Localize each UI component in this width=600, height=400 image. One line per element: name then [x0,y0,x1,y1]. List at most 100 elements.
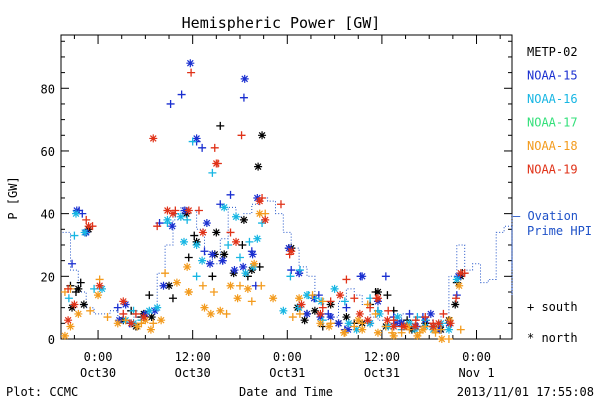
noaa-18-north-point [413,331,422,340]
metp-02-north-point [300,316,309,325]
metp-02-south-point [184,253,193,262]
noaa-18-north-point [295,294,304,303]
noaa-19-south-point [342,275,351,284]
noaa-18-north-point [172,278,181,287]
noaa-19-south-point [326,297,335,306]
noaa-16-north-point [220,203,229,212]
legend-item: METP-02 [527,45,578,59]
noaa-18-north-point [233,294,242,303]
noaa-19-south-point [226,228,235,237]
noaa-19-north-point [363,316,372,325]
noaa-16-north-point [80,228,89,237]
noaa-16-south-point [188,137,197,146]
axes: 0 20 40 60 80 0:00 Oct30 12:00 Oct30 0:00 Oct31 12:… [41,34,513,380]
noaa-16-north-point [444,325,453,334]
noaa-19-north-point [316,309,325,318]
noaa-19-south-point [131,309,140,318]
metp-02-south-point [190,231,199,240]
noaa-16-north-point [303,291,311,300]
noaa-18-north-point [358,325,367,334]
noaa-18-south-point [198,281,207,290]
noaa-19-north-point [446,319,455,328]
noaa-18-north-point [66,322,75,331]
noaa-18-south-point [247,297,256,306]
noaa-19-south-point [119,309,128,318]
metp-02-north-point [220,250,229,259]
noaa-15-north-point [248,250,257,259]
noaa-18-north-point [157,316,166,325]
noaa-19-south-point [237,131,246,140]
noaa-15-north-point [186,59,195,68]
noaa-18-south-point [103,313,112,322]
noaa-16-south-point [208,168,217,177]
noaa-18-north-point [74,309,83,318]
noaa-15-north-point [218,256,227,265]
noaa-18-south-point [235,281,244,290]
y-tick-label: 0 [48,333,55,347]
noaa-15-south-point [68,259,77,268]
noaa-18-south-point [222,309,231,318]
noaa-16-south-point [90,284,99,293]
y-axis-label: P [GW] [6,176,20,219]
noaa-18-north-point [183,262,192,271]
noaa-19-south-point [194,206,203,215]
noaa-18-south-point [121,316,130,325]
noaa-18-north-point [325,322,334,331]
noaa-15-north-point [326,313,335,322]
noaa-19-north-point [411,322,420,331]
noaa-18-north-point [389,331,398,340]
metp-02-south-point [208,272,217,281]
noaa-15-north-point [208,250,217,259]
timestamp: 2013/11/01 17:55:08 [457,385,594,399]
metp-02-north-point [258,131,267,140]
noaa-16-south-point [183,215,192,224]
noaa-15-north-point [344,325,352,334]
noaa-19-south-point [384,306,393,315]
metp-02-south-point [168,294,177,303]
metp-02-north-point [74,284,83,293]
noaa-19-north-point [119,297,128,306]
noaa-18-south-point [86,306,95,315]
noaa-19-north-point [168,209,177,218]
noaa-15-south-point [200,247,209,256]
legend-ovation: — Ovation [513,209,578,223]
noaa-18-north-point [60,331,69,340]
noaa-19-south-point [64,284,73,293]
noaa-15-north-point [168,222,177,231]
noaa-19-north-point [70,300,79,309]
legend-marker-north: * north [527,331,578,345]
noaa-16-north-point [163,215,172,224]
noaa-19-south-point [276,200,285,209]
noaa-15-south-point [113,303,122,312]
noaa-16-north-point [153,303,162,312]
legend: METP-02 NOAA-15 NOAA-16 NOAA-17 NOAA-18 NOAA-… [513,45,592,345]
noaa-18-north-point [200,303,209,312]
noaa-16-south-point [224,240,233,249]
noaa-16-south-point [235,253,244,262]
noaa-19-north-point [212,159,221,168]
noaa-19-north-point [95,281,104,290]
noaa-19-south-point [411,316,420,325]
noaa-15-north-point [239,262,248,271]
noaa-16-north-point [393,313,402,322]
legend-marker-south: + south [527,300,578,314]
noaa-16-south-point [70,231,79,240]
metp-02-north-point [212,228,221,237]
x-tick-label-date: Oct31 [364,366,400,380]
noaa-16-north-point [241,269,250,278]
noaa-16-north-point [330,284,339,293]
y-tick-label: 80 [41,82,55,96]
noaa-18-north-point [243,284,252,293]
legend-item: NOAA-19 [527,163,578,177]
noaa-18-south-point [149,319,158,328]
noaa-19-north-point [84,222,93,231]
noaa-19-north-point [64,316,73,325]
metp-02-north-point [165,281,174,290]
noaa-18-north-point [206,309,215,318]
noaa-19-north-point [127,319,136,328]
noaa-19-south-point [350,294,359,303]
noaa-18-south-point [350,322,359,331]
metp-02-north-point [254,162,263,171]
noaa-18-north-point [94,291,103,300]
noaa-19-north-point [184,206,193,215]
